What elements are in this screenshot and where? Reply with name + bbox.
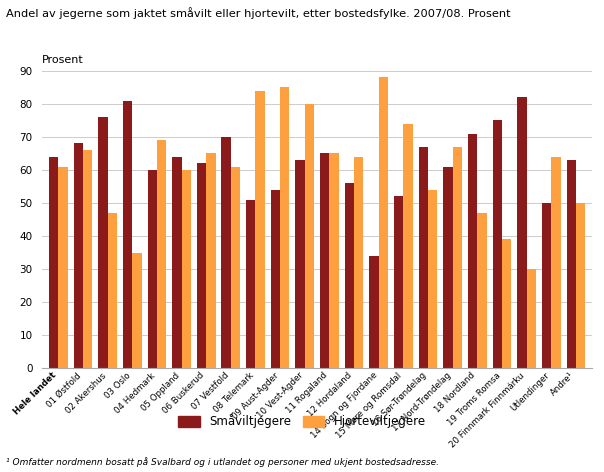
Bar <box>132 253 141 368</box>
Bar <box>98 117 108 368</box>
Bar <box>197 163 206 368</box>
Bar <box>271 190 280 368</box>
Bar <box>83 150 92 368</box>
Bar <box>231 167 240 368</box>
Bar <box>280 87 289 368</box>
Bar <box>370 256 379 368</box>
Bar <box>428 190 437 368</box>
Bar <box>255 91 265 368</box>
Bar <box>172 157 182 368</box>
Bar <box>182 170 191 368</box>
Bar <box>157 140 166 368</box>
Bar <box>576 203 585 368</box>
Bar <box>246 200 255 368</box>
Bar <box>468 134 477 368</box>
Bar <box>379 77 388 368</box>
Bar <box>493 120 502 368</box>
Bar <box>419 147 428 368</box>
Legend: Småviltjegere, Hjorteviltjegere: Småviltjegere, Hjorteviltjegere <box>173 410 431 433</box>
Bar <box>329 153 339 368</box>
Bar <box>206 153 216 368</box>
Bar <box>443 167 452 368</box>
Text: ¹ Omfatter nordmenn bosatt på Svalbard og i utlandet og personer med ukjent bost: ¹ Omfatter nordmenn bosatt på Svalbard o… <box>6 457 439 467</box>
Text: Andel av jegerne som jaktet småvilt eller hjortevilt, etter bostedsfylke. 2007/0: Andel av jegerne som jaktet småvilt elle… <box>6 7 510 19</box>
Bar <box>394 196 403 368</box>
Bar <box>305 104 314 368</box>
Bar <box>452 147 462 368</box>
Bar <box>517 97 527 368</box>
Bar <box>551 157 561 368</box>
Bar <box>147 170 157 368</box>
Bar <box>345 183 354 368</box>
Bar <box>527 269 536 368</box>
Bar <box>74 143 83 368</box>
Bar <box>123 101 132 368</box>
Bar <box>354 157 364 368</box>
Bar <box>222 137 231 368</box>
Bar <box>108 213 117 368</box>
Bar <box>542 203 551 368</box>
Bar <box>502 239 512 368</box>
Bar <box>295 160 305 368</box>
Bar <box>59 167 68 368</box>
Bar <box>320 153 329 368</box>
Bar <box>403 124 413 368</box>
Bar <box>477 213 487 368</box>
Text: Prosent: Prosent <box>42 55 84 65</box>
Bar <box>567 160 576 368</box>
Bar <box>49 157 59 368</box>
